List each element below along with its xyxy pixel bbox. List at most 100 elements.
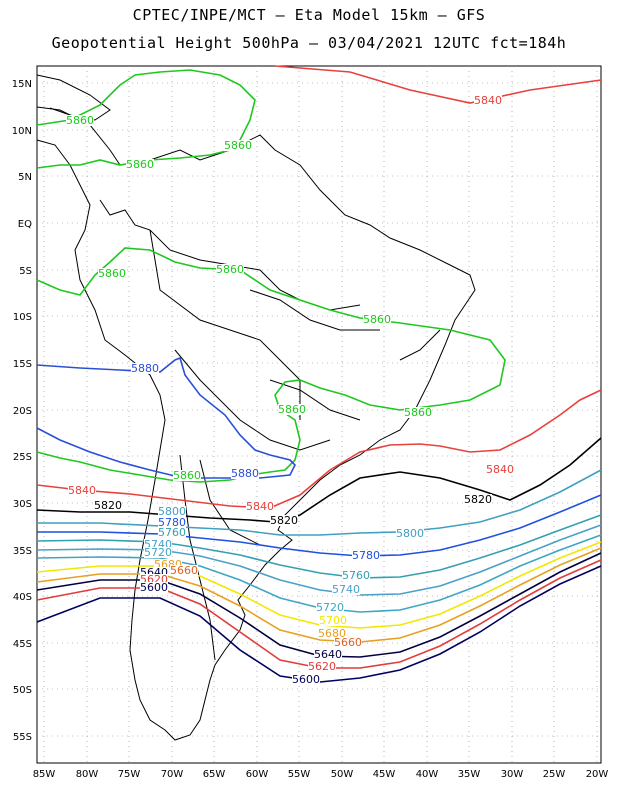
contour-label-bg: [352, 550, 380, 561]
contour-label-bg: [464, 494, 492, 505]
contour-label-bg: [278, 404, 306, 415]
contour-label-bg: [319, 615, 347, 626]
contour-label-bg: [170, 565, 198, 576]
lat-tick-label: 40S: [13, 592, 32, 603]
contour-label: 5860: [363, 313, 391, 326]
lat-tick-label: 20S: [13, 406, 32, 417]
contour-label-bg: [144, 547, 172, 558]
contour-label-bg: [66, 115, 94, 126]
contour-label-bg: [68, 485, 96, 496]
map-frame: [36, 65, 602, 764]
contour-label-bg: [224, 140, 252, 151]
lat-tick-label: 15N: [12, 79, 32, 90]
lon-tick-label: 65W: [203, 769, 226, 780]
contour-label-bg: [140, 567, 168, 578]
contour-label-bg: [308, 661, 336, 672]
contour-label: 5600: [140, 581, 168, 594]
contour-label-bg: [334, 637, 362, 648]
contour-label: 5860: [278, 403, 306, 416]
lat-tick-label: 30S: [13, 499, 32, 510]
lon-tick-label: 30W: [501, 769, 524, 780]
contour-label-bg: [292, 674, 320, 685]
lat-tick-label: 15S: [13, 359, 32, 370]
contour-5860-mid: [36, 247, 506, 483]
contour-label: 5820: [464, 493, 492, 506]
contour-label: 5600: [292, 673, 320, 686]
contour-label-bg: [314, 649, 342, 660]
contour-label: 5820: [270, 514, 298, 527]
contour-label: 5800: [158, 505, 186, 518]
contour-label: 5720: [144, 546, 172, 559]
contour-label: 5860: [404, 406, 432, 419]
lon-tick-label: 50W: [331, 769, 354, 780]
contour-label: 5720: [316, 601, 344, 614]
contour-label-bg: [94, 500, 122, 511]
longitude-labels: 85W 80W 75W 70W 65W 60W 55W 50W 45W 40W 35W 30W 25W 2…: [33, 769, 609, 780]
contour-label: 5760: [342, 569, 370, 582]
contour-label-bg: [246, 501, 274, 512]
lon-tick-label: 20W: [586, 769, 609, 780]
contour-label-bg: [140, 574, 168, 585]
lon-tick-label: 85W: [33, 769, 56, 780]
lat-tick-label: 55S: [13, 732, 32, 743]
lat-tick-label: 10S: [13, 312, 32, 323]
lat-tick-label: 35S: [13, 546, 32, 557]
contour-label-bg: [154, 559, 182, 570]
contour-label: 5860: [98, 267, 126, 280]
lon-tick-label: 25W: [543, 769, 566, 780]
contour-label: 5620: [308, 660, 336, 673]
contour-label-bg: [173, 470, 201, 481]
contour-label-bg: [216, 264, 244, 275]
contour-label-bg: [316, 602, 344, 613]
lon-tick-label: 70W: [161, 769, 184, 780]
contour-label: 5780: [158, 516, 186, 529]
lon-tick-label: 35W: [458, 769, 481, 780]
contours: [36, 65, 602, 683]
contour-label-bg: [231, 468, 259, 479]
lat-tick-label: 10N: [12, 126, 32, 137]
contour-label-bg: [404, 407, 432, 418]
contour-label: 5800: [396, 527, 424, 540]
contour-label-bg: [486, 464, 514, 475]
contour-label-bg: [332, 584, 360, 595]
contour-label-bg: [158, 527, 186, 538]
chart-title: CPTEC/INPE/MCT – Eta Model 15km – GFS: [132, 6, 486, 24]
contour-label-bg: [474, 95, 502, 106]
contour-label-bg: [318, 628, 346, 639]
contour-label-bg: [126, 159, 154, 170]
contour-5600: [36, 565, 602, 683]
lon-tick-label: 45W: [373, 769, 396, 780]
lon-tick-label: 80W: [76, 769, 99, 780]
contour-label: 5640: [314, 648, 342, 661]
contour-label-bg: [158, 517, 186, 528]
contour-label: 5860: [66, 114, 94, 127]
contour-labels: 5840 5860 5860 5860 5860 5860 5860 5860 5860 5880…: [66, 94, 514, 686]
contour-label: 5860: [224, 139, 252, 152]
contour-label-bg: [98, 268, 126, 279]
chart-subtitle: Geopotential Height 500hPa – 03/04/2021 …: [51, 34, 567, 52]
graticule: [37, 66, 601, 763]
contour-5880: [36, 356, 296, 479]
contour-label-bg: [144, 539, 172, 550]
lon-tick-label: 55W: [288, 769, 311, 780]
contour-label-bg: [270, 515, 298, 526]
coastline: [36, 74, 476, 741]
contour-label: 5660: [170, 564, 198, 577]
lon-tick-label: 75W: [118, 769, 141, 780]
lat-tick-label: 50S: [13, 685, 32, 696]
contour-label: 5820: [94, 499, 122, 512]
contour-label: 5840: [474, 94, 502, 107]
lat-tick-label: 5N: [18, 172, 32, 183]
contour-label: 5680: [318, 627, 346, 640]
latitude-labels: 15N 10N 5N EQ 5S 10S 15S 20S 25S 30S 35S 40S 45S 50S 5…: [12, 79, 32, 743]
contour-5820: [36, 437, 602, 523]
contour-label: 5740: [332, 583, 360, 596]
lat-tick-label: 5S: [19, 266, 32, 277]
contour-label: 5760: [158, 526, 186, 539]
contour-5860-north: [36, 69, 256, 169]
contour-label: 5700: [319, 614, 347, 627]
contour-label-bg: [342, 570, 370, 581]
contour-label-bg: [140, 582, 168, 593]
contour-5840: [36, 389, 602, 509]
contour-label: 5880: [231, 467, 259, 480]
